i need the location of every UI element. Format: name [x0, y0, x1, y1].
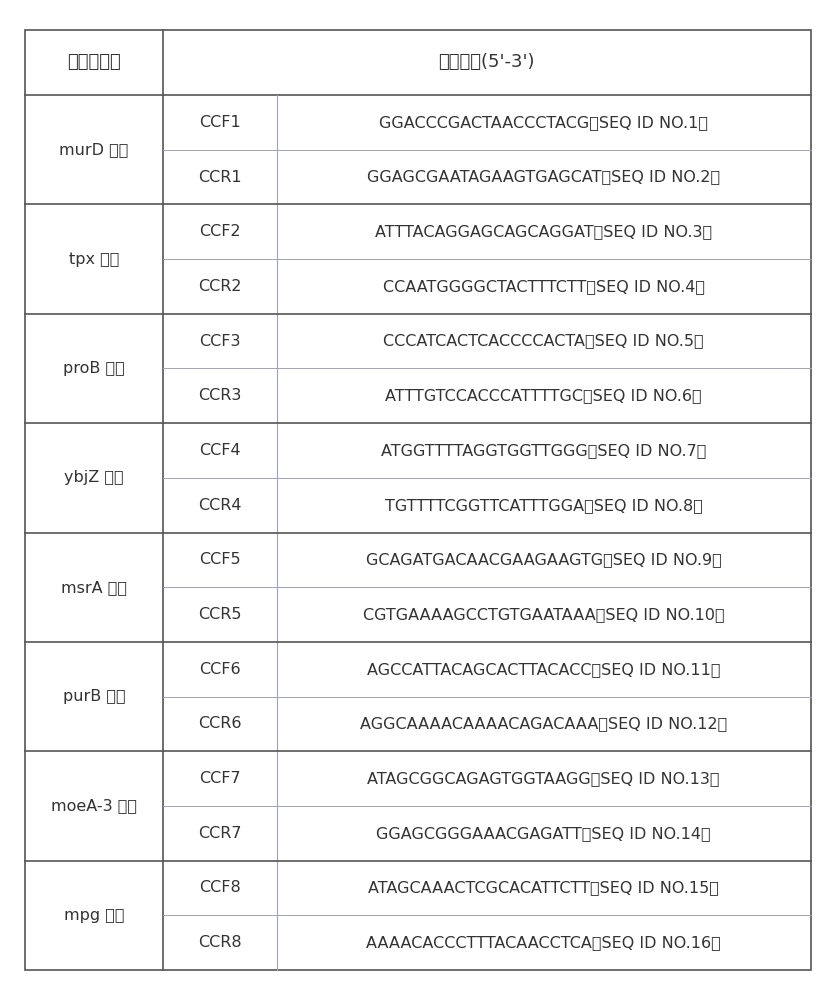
Text: murD 基因: murD 基因 — [59, 142, 129, 157]
Text: CCF1: CCF1 — [199, 115, 241, 130]
Text: 引物序列(5'-3'): 引物序列(5'-3') — [439, 53, 535, 72]
Text: purB 基因: purB 基因 — [63, 689, 125, 704]
Text: GGACCCGACTAACCCTACG（SEQ ID NO.1）: GGACCCGACTAACCCTACG（SEQ ID NO.1） — [380, 115, 708, 130]
Text: ybjZ 基因: ybjZ 基因 — [64, 470, 124, 485]
Text: proB 基因: proB 基因 — [63, 361, 125, 376]
Text: 靶基因名称: 靶基因名称 — [67, 53, 120, 72]
Text: CCF5: CCF5 — [199, 552, 241, 567]
Text: CCR1: CCR1 — [198, 170, 242, 185]
Text: CCR2: CCR2 — [198, 279, 242, 294]
Text: CGTGAAAAGCCTGTGAATAAA（SEQ ID NO.10）: CGTGAAAAGCCTGTGAATAAA（SEQ ID NO.10） — [363, 607, 725, 622]
Text: ATTTGTCCACCCATTTTGC（SEQ ID NO.6）: ATTTGTCCACCCATTTTGC（SEQ ID NO.6） — [385, 388, 702, 403]
Text: msrA 基因: msrA 基因 — [61, 580, 127, 595]
Text: CCR5: CCR5 — [198, 607, 242, 622]
Text: tpx 基因: tpx 基因 — [69, 252, 119, 267]
Text: CCF2: CCF2 — [199, 224, 241, 239]
Text: CCR8: CCR8 — [198, 935, 242, 950]
Text: CCF3: CCF3 — [199, 334, 240, 349]
Text: CCF4: CCF4 — [199, 443, 241, 458]
Text: GGAGCGAATAGAAGTGAGCAT（SEQ ID NO.2）: GGAGCGAATAGAAGTGAGCAT（SEQ ID NO.2） — [367, 170, 721, 185]
Text: TGTTTTCGGTTCATTTGGA（SEQ ID NO.8）: TGTTTTCGGTTCATTTGGA（SEQ ID NO.8） — [385, 498, 703, 513]
Text: GGAGCGGGAAACGAGATT（SEQ ID NO.14）: GGAGCGGGAAACGAGATT（SEQ ID NO.14） — [376, 826, 711, 841]
Text: CCR6: CCR6 — [198, 716, 242, 731]
Text: CCF6: CCF6 — [199, 662, 241, 677]
Text: CCR3: CCR3 — [198, 388, 242, 403]
Text: CCCATCACTCACCCCACTA（SEQ ID NO.5）: CCCATCACTCACCCCACTA（SEQ ID NO.5） — [384, 334, 704, 349]
Text: mpg 基因: mpg 基因 — [64, 908, 124, 923]
Text: AGCCATTACAGCACTTACACC（SEQ ID NO.11）: AGCCATTACAGCACTTACACC（SEQ ID NO.11） — [367, 662, 721, 677]
Text: CCR7: CCR7 — [198, 826, 242, 841]
Text: moeA-3 基因: moeA-3 基因 — [51, 798, 137, 813]
Text: ATTTACAGGAGCAGCAGGAT（SEQ ID NO.3）: ATTTACAGGAGCAGCAGGAT（SEQ ID NO.3） — [375, 224, 712, 239]
Text: CCAATGGGGCTACTTTCTT（SEQ ID NO.4）: CCAATGGGGCTACTTTCTT（SEQ ID NO.4） — [383, 279, 705, 294]
Text: ATAGCGGCAGAGTGGTAAGG（SEQ ID NO.13）: ATAGCGGCAGAGTGGTAAGG（SEQ ID NO.13） — [368, 771, 720, 786]
Text: CCF7: CCF7 — [199, 771, 241, 786]
Text: ATGGTTTTAGGTGGTTGGG（SEQ ID NO.7）: ATGGTTTTAGGTGGTTGGG（SEQ ID NO.7） — [381, 443, 706, 458]
Text: GCAGATGACAACGAAGAAGTG（SEQ ID NO.9）: GCAGATGACAACGAAGAAGTG（SEQ ID NO.9） — [366, 552, 721, 567]
Text: CCR4: CCR4 — [198, 498, 242, 513]
Text: CCF8: CCF8 — [199, 880, 241, 895]
Text: AGGCAAAACAAAACAGACAAA（SEQ ID NO.12）: AGGCAAAACAAAACAGACAAA（SEQ ID NO.12） — [360, 716, 727, 731]
Text: ATAGCAAACTCGCACATTCTT（SEQ ID NO.15）: ATAGCAAACTCGCACATTCTT（SEQ ID NO.15） — [369, 880, 719, 895]
Text: AAAACACCCTTTACAACCTCA（SEQ ID NO.16）: AAAACACCCTTTACAACCTCA（SEQ ID NO.16） — [366, 935, 721, 950]
